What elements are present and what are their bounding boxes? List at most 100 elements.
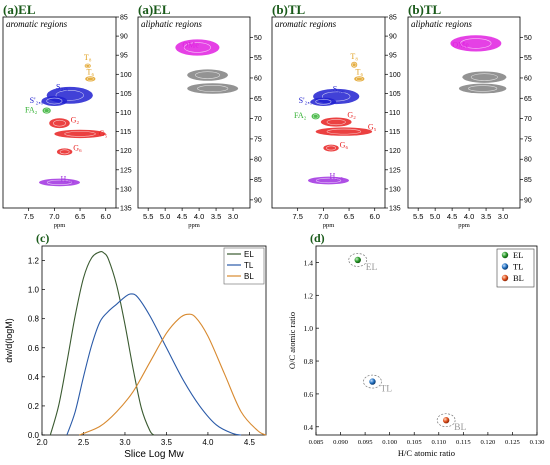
peak-label: FA₂ <box>25 106 38 115</box>
peak-label: OMe <box>452 40 469 49</box>
contour-blob <box>175 39 220 56</box>
y-tick-label: 110 <box>389 110 400 117</box>
contour-ring <box>55 89 84 101</box>
peak-label: OMe <box>182 40 199 49</box>
y-tick-label: 0.0 <box>28 431 40 440</box>
panel-heading-d: (d) <box>310 231 325 245</box>
y-tick-label: 125 <box>389 167 401 174</box>
y-tick-label: 65 <box>254 96 262 103</box>
point-halo-bl <box>436 413 456 428</box>
y-tick-label: 1.2 <box>28 257 40 266</box>
contour-ring <box>355 76 363 81</box>
x-tick-label: 4.0 <box>202 438 214 447</box>
contour-ring <box>85 64 90 68</box>
legend-label: TL <box>244 261 254 270</box>
peak-label: S₂,₆ <box>56 83 68 92</box>
y-tick-label: 1.2 <box>304 291 314 300</box>
y-tick-label: 105 <box>389 91 401 98</box>
y-tick-label: 100 <box>120 72 132 79</box>
nmr-panel-a-aromatic: aromatic regions 7.5 7.0 6.5 6.0 ppm 85 90 95 100… <box>2 15 132 229</box>
x-tick-label: 0.110 <box>431 439 446 446</box>
x-tick-label: 6.0 <box>370 212 380 221</box>
y-tick-label: 90 <box>524 197 532 204</box>
y-tick-label: 135 <box>120 206 132 213</box>
y-tick-label: 1.0 <box>304 324 314 333</box>
contour-ring <box>460 38 492 49</box>
x-tick-label: 5.5 <box>143 212 153 221</box>
y-tick-label: 100 <box>389 72 401 79</box>
contour-blob <box>323 144 339 152</box>
x-tick-label: 0.130 <box>530 439 546 446</box>
x-tick-label: 3.5 <box>211 212 221 221</box>
contour-ring <box>64 131 96 137</box>
contour-ring <box>183 42 211 53</box>
x-tick-label: 6.5 <box>344 212 354 221</box>
x-tick-label: 0.085 <box>309 439 325 446</box>
y-tick-label: 130 <box>120 186 132 193</box>
y-tick-label: 0.6 <box>28 344 40 353</box>
peak-label: H₂,₆ <box>330 172 344 181</box>
y-tick-label: 75 <box>524 136 532 143</box>
contour-blob <box>54 129 106 139</box>
contour-ring <box>470 73 498 81</box>
x-axis-label: ppm <box>188 222 200 229</box>
peak-label: T₈ <box>350 52 358 61</box>
x-tick-label: 0.120 <box>480 439 496 446</box>
contour-ring <box>197 85 229 92</box>
y-tick-label: 135 <box>389 206 401 213</box>
y-tick-label: 105 <box>120 91 132 98</box>
molecular-weight-chart: 2.0 2.5 3.0 3.5 4.0 4.5 0.0 0.2 0.4 0.6 0.8 1.0 1.2 S… <box>4 245 267 460</box>
x-tick-label: 3.5 <box>481 212 491 221</box>
y-tick-label: 95 <box>120 53 128 60</box>
contour-ring <box>43 108 50 113</box>
x-tick-label: 0.090 <box>333 439 349 446</box>
contour-ring <box>195 71 221 79</box>
legend-label: BL <box>244 272 254 281</box>
contour-ring <box>315 98 332 105</box>
contour-blob <box>49 118 70 129</box>
x-axis-label: H/C atomic ratio <box>398 448 455 458</box>
x-tick-label: 6.0 <box>101 212 111 221</box>
y-tick-label: 120 <box>389 148 401 155</box>
y-tick-label: 0.8 <box>28 315 40 324</box>
x-tick-label: 2.0 <box>36 438 48 447</box>
peak-label: G₆ <box>73 144 82 153</box>
x-axis-label: ppm <box>323 222 335 229</box>
x-tick-label: 5.5 <box>413 212 423 221</box>
contour-blob <box>315 127 373 136</box>
peak-label: T₆ <box>355 67 363 76</box>
x-tick-label: 3.5 <box>161 438 173 447</box>
x-tick-label: 4.5 <box>177 212 187 221</box>
data-point-bl <box>442 417 450 424</box>
x-tick-label: 3.0 <box>228 212 238 221</box>
y-tick-label: 125 <box>120 167 132 174</box>
x-tick-label: 4.5 <box>244 438 256 447</box>
x-tick-label: 0.095 <box>358 439 374 446</box>
data-point-el <box>354 256 361 264</box>
y-tick-label: 1.4 <box>304 258 314 267</box>
x-axis-label: Slice Log Mw <box>124 449 184 460</box>
point-label-bl: BL <box>454 423 466 433</box>
peak-label: G₂ <box>71 115 80 124</box>
y-tick-label: 120 <box>120 148 132 155</box>
contour-blob <box>462 71 507 83</box>
x-tick-label: 4.0 <box>464 212 474 221</box>
region-label: aliphatic regions <box>411 19 472 29</box>
contour-blob <box>187 83 239 94</box>
y-tick-label: 85 <box>120 15 128 22</box>
contour-blob <box>458 83 507 94</box>
contour-blob <box>41 96 68 107</box>
peak-label: T₆ <box>86 67 94 76</box>
legend-marker <box>501 251 509 259</box>
contour-blob <box>310 97 337 107</box>
y-tick-label: 60 <box>254 75 262 82</box>
nmr-panel-a-aliphatic: aliphatic regions 5.5 5.0 4.5 4.0 3.5 3.0 ppm 50… <box>137 16 262 229</box>
contour-ring <box>352 62 357 67</box>
x-tick-label: 5.0 <box>160 212 170 221</box>
region-label: aliphatic regions <box>141 19 202 29</box>
y-tick-label: 50 <box>524 35 532 42</box>
point-halo-tl <box>363 374 382 389</box>
peak-label: G₅ <box>368 123 377 132</box>
y-axis-label: dw/d(logM) <box>4 318 14 363</box>
contour-ring <box>326 128 362 135</box>
